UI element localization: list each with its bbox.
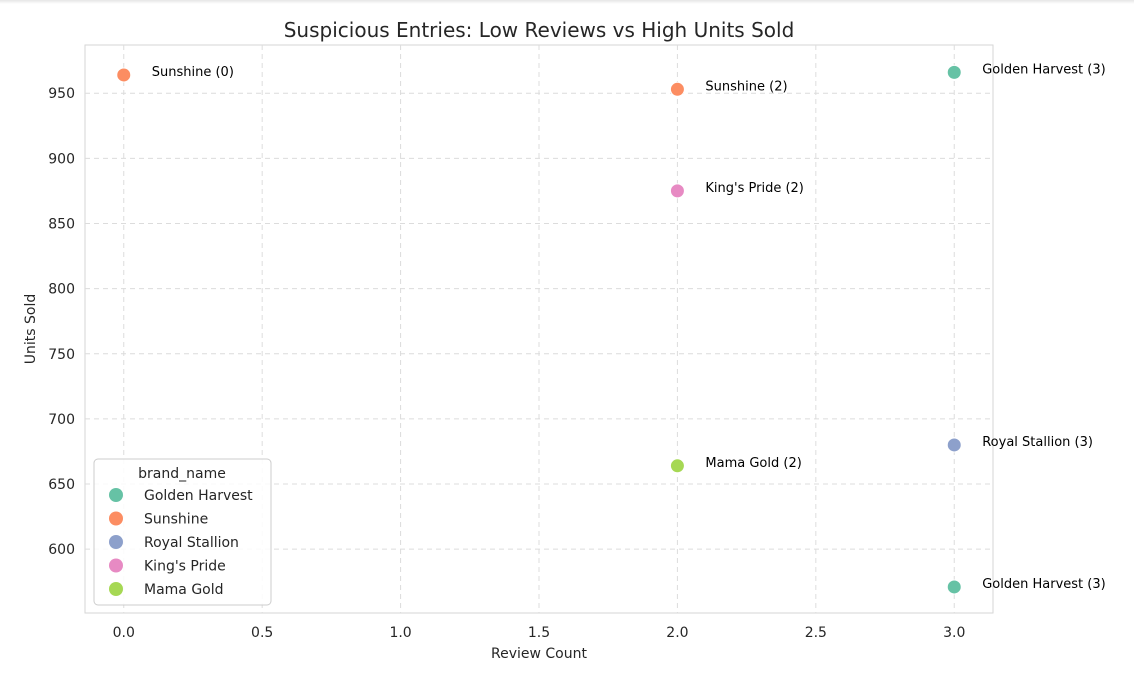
y-tick-label: 700 bbox=[48, 412, 75, 428]
x-tick-label: 2.0 bbox=[666, 625, 688, 641]
point-annotation: King's Pride (2) bbox=[705, 181, 803, 196]
y-axis-label: Units Sold bbox=[23, 294, 39, 364]
legend-marker bbox=[109, 488, 123, 502]
legend-label: Sunshine bbox=[144, 512, 208, 528]
legend-label: Mama Gold bbox=[144, 582, 224, 598]
y-axis-ticks: 600 650 700 750 800 850 900 950 bbox=[48, 86, 75, 558]
y-tick-label: 650 bbox=[48, 477, 75, 493]
x-tick-label: 1.0 bbox=[389, 625, 411, 641]
data-point bbox=[946, 437, 962, 453]
legend-marker bbox=[109, 535, 123, 549]
data-point bbox=[669, 458, 685, 474]
chart-title: Suspicious Entries: Low Reviews vs High … bbox=[284, 18, 795, 42]
point-annotation: Sunshine (0) bbox=[152, 65, 234, 80]
data-point bbox=[116, 67, 132, 83]
data-point bbox=[669, 81, 685, 97]
y-tick-label: 750 bbox=[48, 347, 75, 363]
x-tick-label: 3.0 bbox=[943, 625, 965, 641]
legend-title: brand_name bbox=[138, 466, 226, 482]
legend-label: King's Pride bbox=[144, 559, 226, 575]
data-point bbox=[946, 579, 962, 595]
legend-label: Royal Stallion bbox=[144, 535, 239, 551]
y-tick-label: 850 bbox=[48, 216, 75, 232]
y-tick-label: 900 bbox=[48, 151, 75, 167]
data-point bbox=[669, 183, 685, 199]
point-annotation: Golden Harvest (3) bbox=[982, 577, 1105, 592]
x-tick-label: 0.5 bbox=[251, 625, 273, 641]
y-tick-label: 800 bbox=[48, 282, 75, 298]
legend-marker bbox=[109, 511, 123, 526]
legend-marker bbox=[109, 582, 123, 596]
data-point bbox=[946, 64, 962, 80]
legend-box bbox=[93, 458, 272, 606]
point-annotation: Royal Stallion (3) bbox=[982, 435, 1093, 450]
y-tick-label: 600 bbox=[48, 542, 75, 558]
legend-label: Golden Harvest bbox=[144, 488, 253, 504]
grid-lines bbox=[85, 45, 993, 613]
data-points bbox=[116, 64, 962, 595]
x-axis-ticks: 0.0 0.5 1.0 1.5 2.0 2.5 3.0 bbox=[113, 625, 966, 641]
y-tick-label: 950 bbox=[48, 86, 75, 102]
point-annotation: Golden Harvest (3) bbox=[982, 62, 1105, 77]
point-annotation: Mama Gold (2) bbox=[705, 456, 801, 471]
point-annotation: Sunshine (2) bbox=[705, 79, 787, 94]
x-tick-label: 2.5 bbox=[805, 625, 827, 641]
legend-marker bbox=[109, 558, 123, 573]
x-tick-label: 1.5 bbox=[528, 625, 550, 641]
point-annotations: Golden Harvest (3) Golden Harvest (3) Suns… bbox=[152, 62, 1106, 592]
legend: brand_name Golden Harvest Sunshine Royal S… bbox=[93, 458, 272, 606]
x-tick-label: 0.0 bbox=[113, 625, 135, 641]
x-axis-label: Review Count bbox=[491, 646, 587, 662]
legend-items: Golden Harvest Sunshine Royal Stallion King… bbox=[109, 488, 253, 598]
window-top-edge bbox=[0, 0, 1134, 4]
